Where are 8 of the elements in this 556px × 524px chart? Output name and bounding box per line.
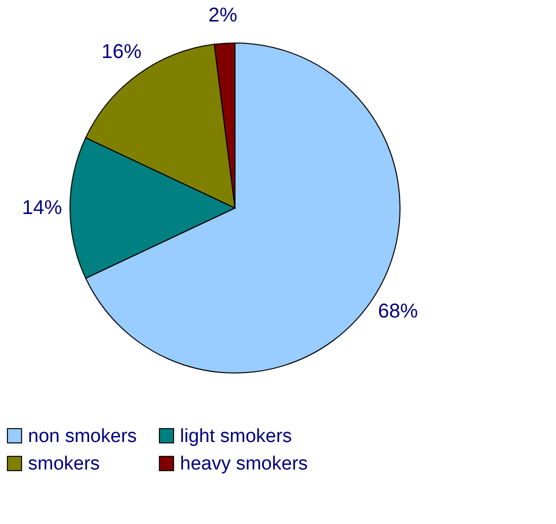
legend-label: light smokers [180,426,292,447]
legend-label: heavy smokers [180,454,308,474]
legend-label: non smokers [28,426,137,447]
data-label: 14% [22,197,62,219]
data-label: 68% [378,300,418,322]
data-label: 2% [208,4,238,26]
legend-label: smokers [28,454,100,474]
data-label: 16% [102,40,142,63]
